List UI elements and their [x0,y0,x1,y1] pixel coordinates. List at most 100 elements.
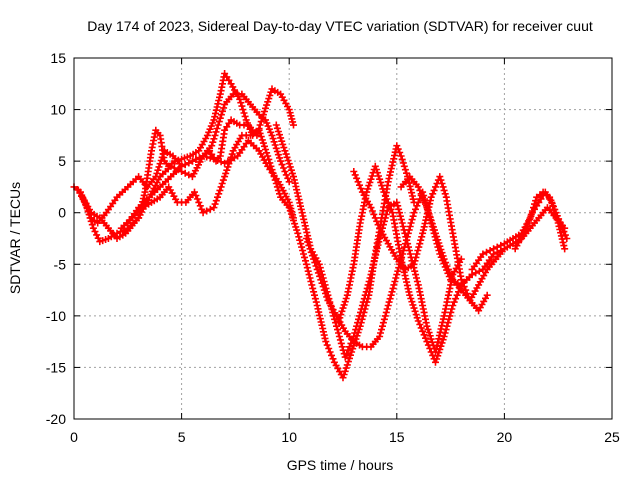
data-point-marker [262,146,269,153]
data-point-marker [394,202,402,210]
data-point-marker [381,312,389,320]
data-point-marker [317,276,325,284]
data-point-marker [414,183,422,191]
data-point-marker [341,298,349,306]
data-point-marker [452,295,460,303]
data-point-marker [216,186,224,194]
data-point-marker [351,171,359,179]
data-point-marker [398,219,406,227]
data-point-marker [429,190,437,198]
data-point-marker [206,154,214,162]
data-point-marker [357,216,365,224]
data-point-marker [185,171,193,179]
data-point-marker [306,245,314,253]
data-point-marker [302,235,310,242]
data-point-marker [328,351,335,359]
data-point-marker [561,245,569,253]
data-point-marker [441,329,449,337]
data-point-marker [357,185,365,193]
data-point-marker [386,202,394,210]
data-point-marker [497,241,505,249]
data-point-marker [373,217,381,225]
data-point-marker [217,158,225,166]
data-point-marker [299,247,307,254]
data-point-marker [212,197,220,205]
data-point-marker [406,223,414,230]
data-point-marker [286,163,294,171]
data-point-marker [414,198,422,206]
data-point-marker [323,293,331,301]
data-point-marker [444,265,452,273]
data-point-marker [425,210,433,218]
data-point-marker [240,109,248,117]
data-point-marker [377,178,385,186]
data-point-marker [195,198,203,206]
data-point-marker [309,284,317,292]
data-point-marker [325,345,333,352]
data-point-marker [419,327,427,335]
data-point-marker [334,326,341,334]
data-point-marker [277,157,285,165]
data-point-marker [423,204,431,212]
data-point-marker [403,169,410,177]
data-point-marker [437,246,445,253]
data-point-marker [371,162,379,170]
data-point-marker [336,336,344,344]
data-point-marker [293,226,301,234]
data-point-marker [400,162,408,170]
data-point-marker [435,349,443,357]
data-point-marker [417,324,425,332]
data-point-marker [361,291,369,299]
data-point-marker [308,252,316,260]
data-point-marker [417,190,425,198]
data-point-marker [393,198,401,206]
data-point-marker [319,283,327,291]
data-point-marker [377,329,384,337]
data-point-marker [427,216,435,224]
data-point-marker [362,288,370,296]
y-tick-label: -20 [46,411,66,427]
data-point-marker [382,308,390,316]
data-point-marker [199,152,207,160]
data-point-marker [342,364,350,372]
data-point-marker [422,200,429,208]
data-point-marker [319,328,327,336]
data-point-marker [341,353,349,361]
data-point-marker [380,217,388,225]
data-point-marker [238,102,246,110]
x-tick-label: 15 [389,429,405,445]
data-point-marker [91,228,99,235]
data-point-marker [435,239,443,247]
data-point-marker [347,351,354,359]
data-point-marker [384,302,392,309]
data-point-marker [313,265,321,273]
data-point-marker [318,321,326,329]
data-point-marker [237,99,245,107]
data-point-marker [375,172,382,180]
data-point-marker [453,291,461,299]
data-point-marker [342,295,350,302]
data-point-marker [236,95,244,103]
data-point-marker [418,233,426,241]
data-point-marker [299,212,307,220]
data-point-marker [294,229,302,237]
data-point-marker [298,243,306,251]
data-point-marker [307,278,315,285]
data-point-marker [261,108,268,115]
data-point-marker [241,112,249,120]
data-point-marker [393,142,401,150]
data-point-marker [408,298,416,306]
x-tick-label: 20 [497,429,513,445]
data-point-marker [403,233,411,241]
data-point-marker [416,240,424,248]
data-point-marker [429,223,437,231]
data-point-marker [437,342,445,350]
data-point-marker [292,223,300,231]
data-point-marker [413,278,421,285]
data-point-marker [214,157,221,164]
data-point-marker [560,242,568,250]
data-point-marker [404,229,412,237]
data-point-marker [282,171,290,179]
data-point-marker [346,354,353,362]
data-point-marker [280,144,288,152]
